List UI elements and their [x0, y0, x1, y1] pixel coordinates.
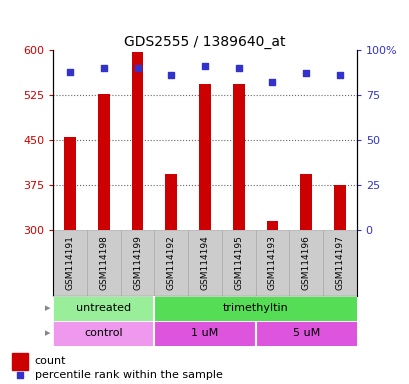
Point: [268, 79, 275, 86]
Text: trimethyltin: trimethyltin: [222, 303, 288, 313]
Point: [100, 65, 107, 71]
Bar: [333, 185, 345, 230]
Text: GSM114193: GSM114193: [267, 236, 276, 290]
Point: [134, 65, 141, 71]
Text: untreated: untreated: [76, 303, 131, 313]
Bar: [87, 230, 120, 296]
Text: GSM114192: GSM114192: [166, 236, 175, 290]
Bar: [188, 230, 221, 296]
Bar: [98, 94, 110, 230]
Text: GSM114191: GSM114191: [65, 236, 74, 290]
Point: [17, 372, 24, 378]
Bar: [154, 296, 356, 321]
Text: GSM114196: GSM114196: [301, 236, 310, 290]
Text: GSM114198: GSM114198: [99, 236, 108, 290]
Text: GSM114199: GSM114199: [133, 236, 142, 290]
Point: [201, 63, 208, 69]
Title: GDS2555 / 1389640_at: GDS2555 / 1389640_at: [124, 35, 285, 49]
Text: control: control: [84, 328, 123, 338]
Bar: [53, 321, 154, 346]
Bar: [255, 230, 289, 296]
Text: GSM114197: GSM114197: [335, 236, 344, 290]
Bar: [53, 230, 87, 296]
Bar: [64, 137, 76, 230]
Text: GSM114194: GSM114194: [200, 236, 209, 290]
Bar: [221, 230, 255, 296]
Text: percentile rank within the sample: percentile rank within the sample: [34, 370, 222, 380]
Point: [67, 68, 73, 74]
Bar: [266, 221, 278, 230]
Bar: [154, 230, 188, 296]
Bar: [165, 174, 177, 230]
Text: count: count: [34, 356, 66, 366]
Point: [336, 72, 342, 78]
Bar: [232, 84, 244, 230]
Bar: [289, 230, 322, 296]
Bar: [199, 84, 210, 230]
Point: [302, 70, 309, 76]
Bar: [131, 52, 143, 230]
Bar: [154, 321, 255, 346]
Bar: [322, 230, 356, 296]
Point: [235, 65, 241, 71]
Bar: [299, 174, 311, 230]
Bar: [255, 321, 356, 346]
Point: [168, 72, 174, 78]
Bar: [120, 230, 154, 296]
Bar: [12, 353, 28, 370]
Text: 5 uM: 5 uM: [292, 328, 319, 338]
Text: GSM114195: GSM114195: [234, 236, 243, 290]
Bar: [53, 296, 154, 321]
Text: 1 uM: 1 uM: [191, 328, 218, 338]
